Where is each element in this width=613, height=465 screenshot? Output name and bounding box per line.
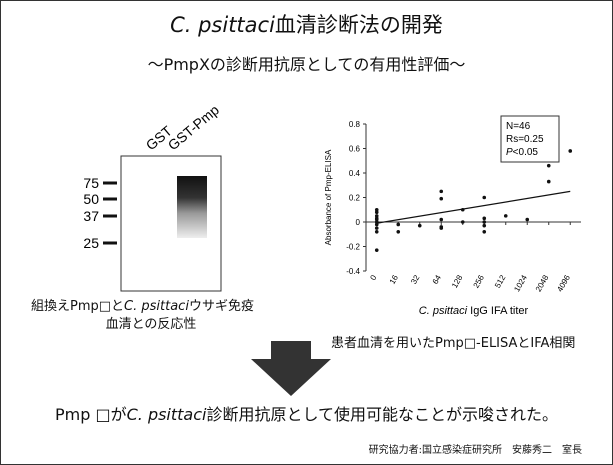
blot-band	[177, 176, 207, 238]
marker-label: 25	[83, 235, 99, 251]
point	[439, 197, 443, 201]
point	[482, 230, 486, 234]
point	[439, 226, 443, 230]
marker-tick	[103, 198, 117, 201]
stats-text: N=46	[506, 121, 531, 132]
point	[504, 214, 508, 218]
point	[482, 220, 486, 224]
p-rest: <0.05	[513, 147, 539, 158]
y-tick-label: 0.8	[349, 120, 361, 129]
blot-caption: 組換えPmp□とC. psittaciウサギ免疫	[31, 295, 254, 314]
lane-label: GST-Pmp	[165, 101, 223, 153]
x-tick-label: 16	[388, 273, 401, 286]
point	[375, 230, 379, 234]
point	[482, 224, 486, 228]
blot-caption: 血清との反応性	[1, 313, 301, 332]
point	[375, 223, 379, 227]
x-tick-label: 2048	[534, 273, 551, 293]
conclusion-text: Pmp □が	[55, 405, 127, 424]
slide: C. psittaci血清診断法の開発 〜PmpXの診断用抗原としての有用性評価…	[0, 0, 613, 465]
conclusion-italic: C. psittaci	[127, 405, 207, 424]
caption-italic: C. psittaci	[124, 299, 189, 314]
point	[418, 224, 422, 228]
point	[396, 230, 400, 234]
marker-tick	[103, 215, 117, 218]
point	[396, 223, 400, 227]
footer: 研究協力者:国立感染症研究所 安藤秀二 室長	[369, 441, 582, 456]
point	[461, 220, 465, 224]
y-axis-label: Absorbance of Pmp-ELISA	[324, 149, 333, 245]
arrow	[251, 341, 331, 396]
point	[375, 226, 379, 230]
point	[547, 180, 551, 184]
y-tick-label: -0.4	[346, 267, 360, 276]
trendline	[377, 191, 571, 223]
point	[482, 217, 486, 221]
y-tick-label: 0	[356, 218, 361, 227]
marker-label: 75	[83, 175, 99, 191]
marker-label: 50	[83, 191, 99, 207]
caption-text: ウサギ免疫	[189, 299, 254, 314]
x-tick-label: 4096	[555, 273, 572, 293]
x-label-rest: IgG IFA titer	[467, 305, 528, 317]
x-tick-label: 1024	[512, 273, 529, 293]
point	[439, 190, 443, 194]
y-tick-label: 0.6	[349, 145, 361, 154]
y-tick-label: 0.4	[349, 169, 361, 178]
point	[375, 248, 379, 252]
y-tick-label: -0.2	[346, 243, 360, 252]
figures: GST GST-Pmp 75503725 -0.4-0.200.20.40.60…	[1, 1, 612, 464]
point	[482, 196, 486, 200]
point	[375, 210, 379, 214]
x-label-italic: C. psittaci	[419, 305, 468, 317]
point	[547, 164, 551, 168]
conclusion-text: 診断用抗原として使用可能なことが示唆された。	[206, 405, 558, 424]
x-tick-label: 512	[493, 273, 508, 290]
marker-tick	[103, 242, 117, 245]
marker-label: 37	[83, 208, 99, 224]
marker-tick	[103, 182, 117, 185]
x-tick-label: 128	[450, 273, 465, 290]
x-tick-label: 0	[368, 273, 378, 282]
point	[461, 208, 465, 212]
point	[439, 218, 443, 222]
x-axis-label: C. psittaci IgG IFA titer	[419, 305, 529, 317]
y-tick-label: 0.2	[349, 194, 361, 203]
point	[568, 149, 572, 153]
chart-caption: 患者血清を用いたPmp□-ELISAとIFA相関	[331, 332, 575, 351]
stats-text: P<0.05	[506, 147, 538, 158]
caption-text: 組換えPmp□と	[31, 299, 124, 314]
x-tick-label: 32	[409, 273, 422, 286]
x-tick-label: 64	[431, 273, 444, 286]
conclusion: Pmp □がC. psittaci診断用抗原として使用可能なことが示唆された。	[1, 401, 612, 425]
x-tick-label: 256	[472, 273, 487, 290]
stats-text: Rs=0.25	[506, 134, 544, 145]
point	[525, 218, 529, 222]
